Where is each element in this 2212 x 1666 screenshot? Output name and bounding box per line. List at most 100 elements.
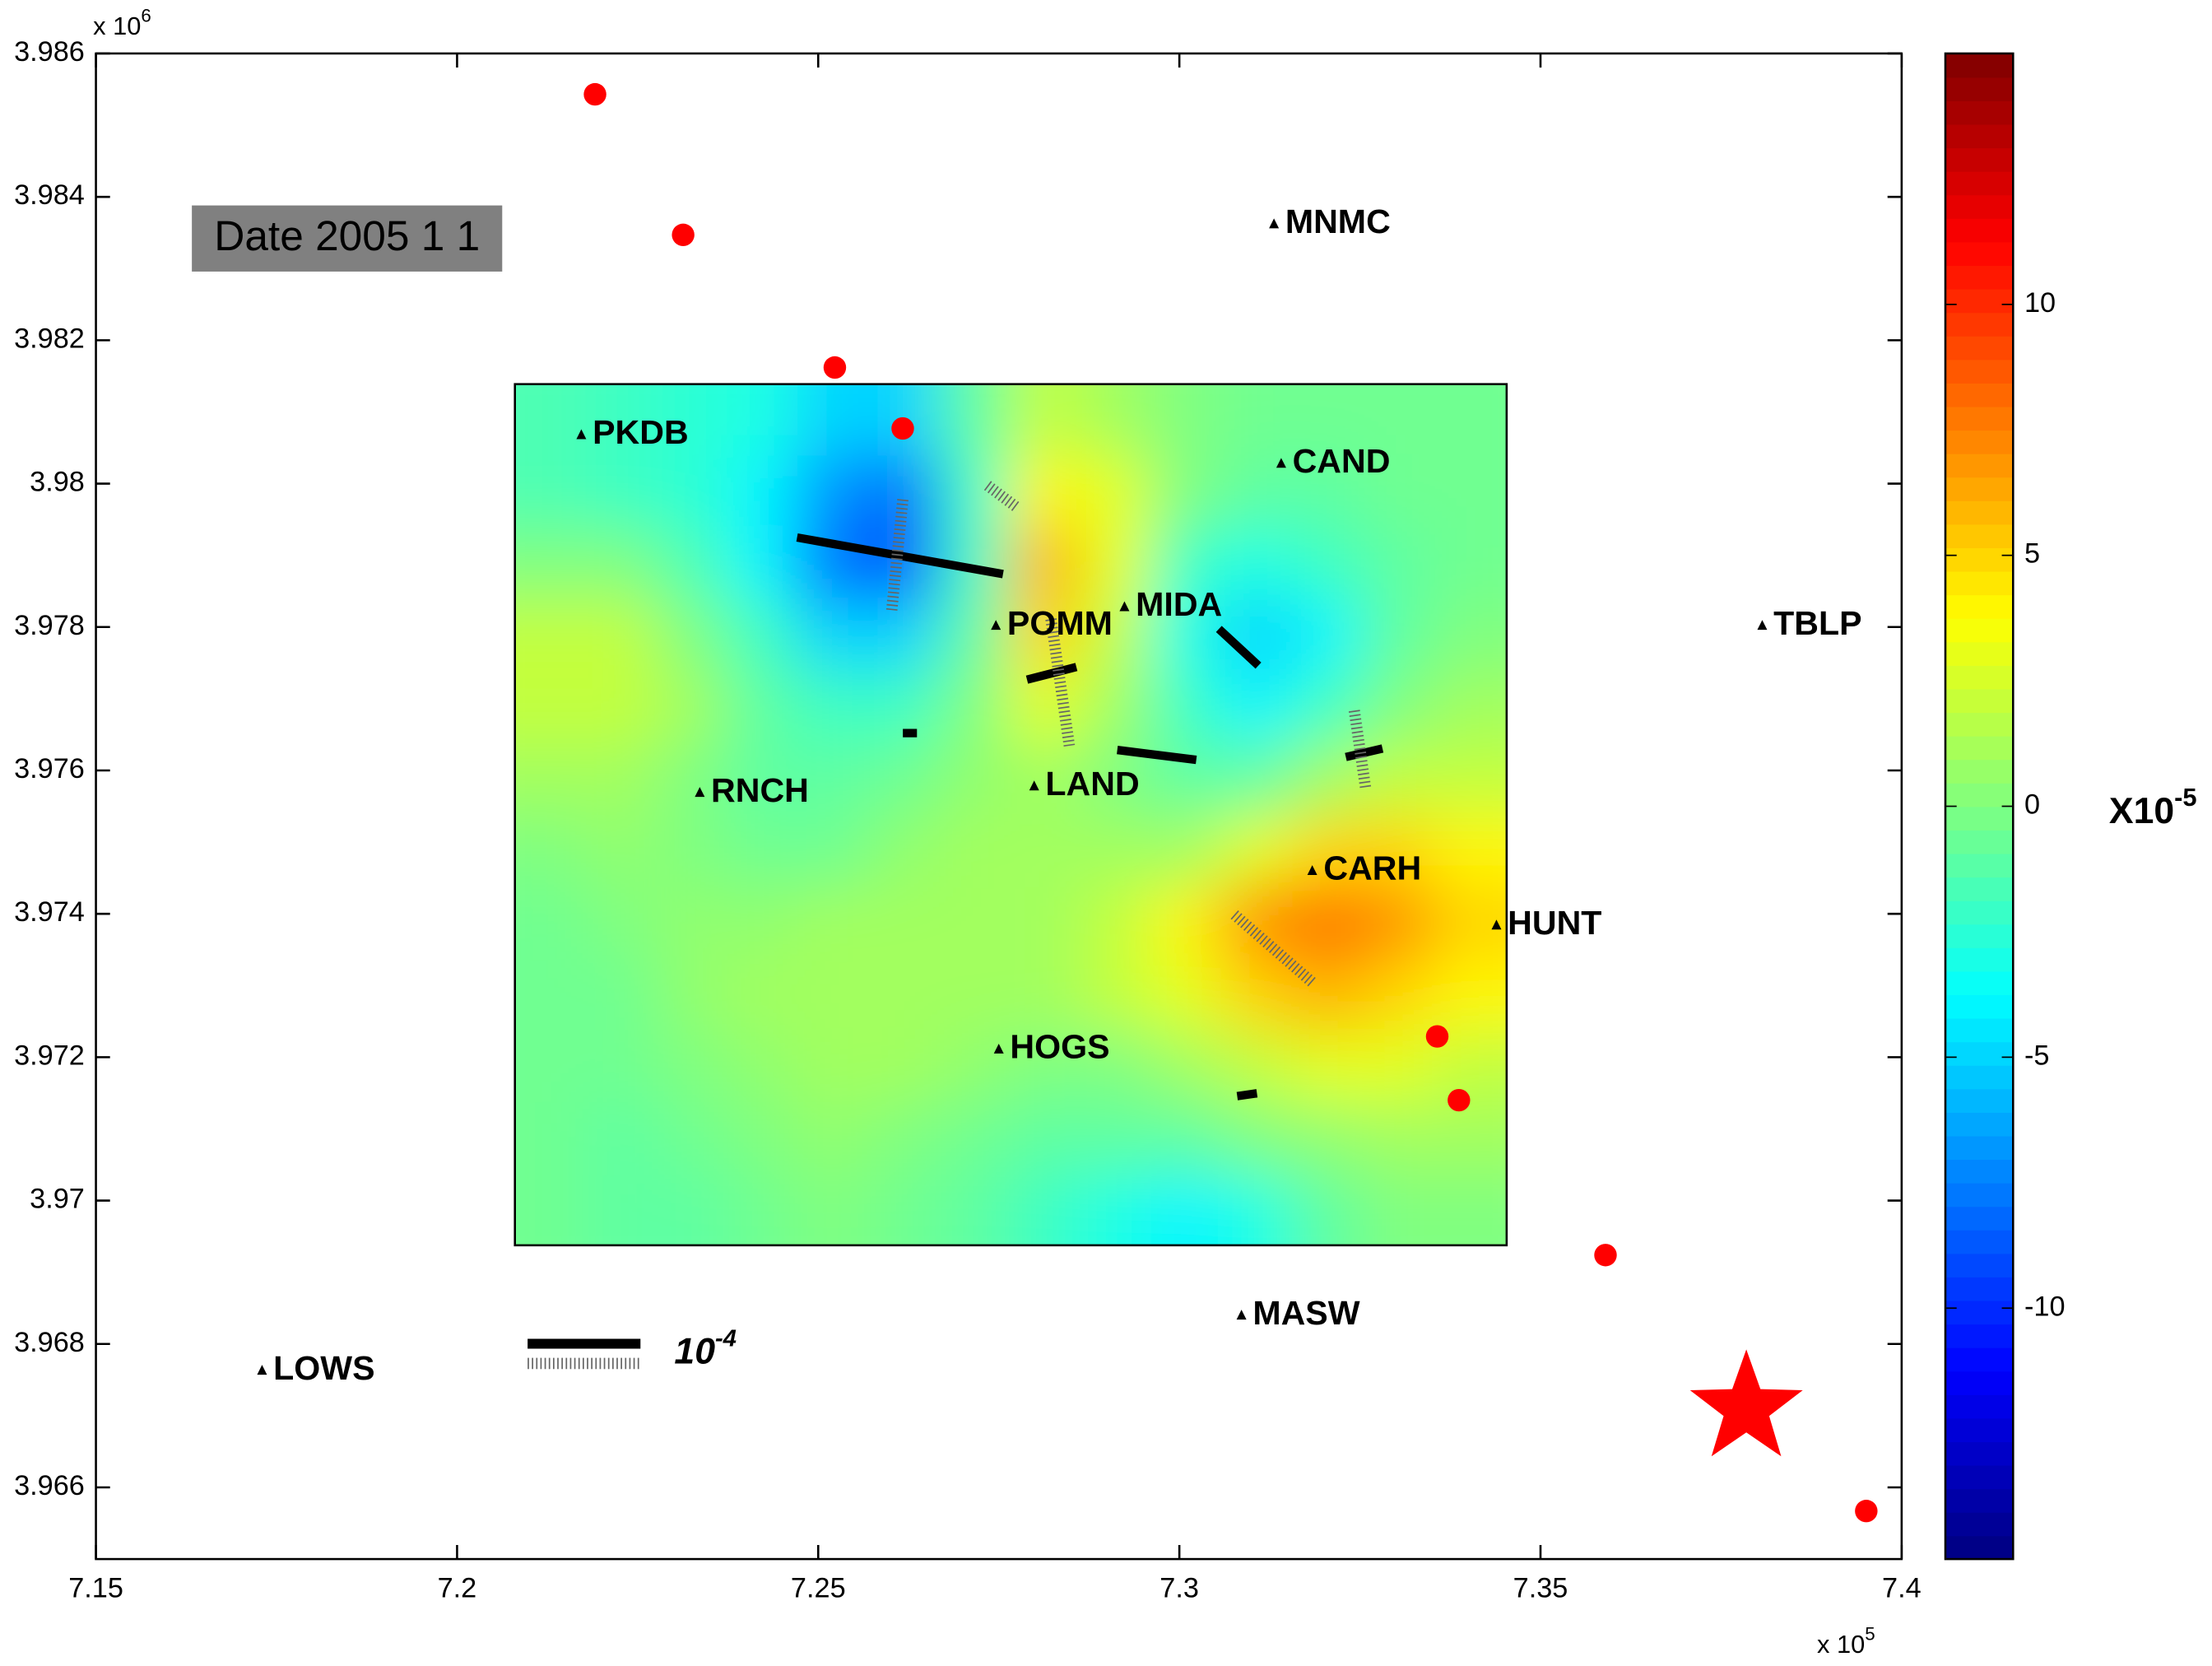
x-tick-label: 7.4: [1882, 1573, 1922, 1604]
colorbar-step: [1945, 477, 2014, 501]
field-cell: [1009, 887, 1080, 960]
field-cell: [514, 1174, 587, 1245]
colorbar-label-exponent: -5: [2174, 783, 2196, 812]
field-cell: [867, 814, 939, 887]
field-cell: [797, 887, 869, 960]
field-cell: [797, 1030, 869, 1104]
field-cell: [937, 958, 1010, 1031]
event: [1855, 1500, 1878, 1523]
field-cell: [1431, 527, 1507, 600]
field-cell: [1009, 598, 1080, 672]
field-cell: [797, 598, 869, 672]
strain-hatch: [1230, 910, 1316, 987]
field-cell: [1290, 598, 1363, 672]
strain-hatch: [885, 481, 1372, 987]
field-cell: [1361, 527, 1433, 600]
colorbar-tick-label: 10: [2024, 287, 2056, 319]
x-multiplier-base: x 10: [1817, 1630, 1865, 1659]
field-cell: [867, 1174, 939, 1245]
scale-label: 10-4: [674, 1325, 736, 1371]
colorbar: [1945, 53, 2014, 1560]
field-cell: [1150, 455, 1221, 528]
station-label: PKDB: [592, 413, 689, 451]
colorbar-step: [1945, 688, 2014, 714]
field-cell: [1431, 1102, 1507, 1175]
field-cell: [1361, 384, 1433, 457]
colorbar-step: [1945, 1135, 2014, 1161]
strain-hatch: [983, 481, 1020, 511]
colorbar-step: [1945, 1417, 2014, 1443]
field-cell: [1220, 671, 1292, 744]
field-cell: [514, 527, 587, 600]
field-cell: [1009, 1102, 1080, 1175]
field-cell: [514, 814, 587, 887]
station-marker: [695, 787, 705, 798]
field-cell: [1079, 1174, 1151, 1245]
field-cell: [797, 455, 869, 528]
field-cell: [726, 671, 798, 744]
station-marker: [1029, 780, 1039, 791]
scale-base: 10: [674, 1331, 715, 1371]
x-tick-label: 7.35: [1513, 1573, 1568, 1604]
field-cell: [1290, 958, 1363, 1031]
event: [1448, 1088, 1471, 1112]
y-tick-label: 3.97: [30, 1184, 85, 1215]
station-marker: [993, 1043, 1004, 1054]
field-cell: [797, 1174, 869, 1245]
y-multiplier-base: x 10: [93, 12, 141, 40]
x-tick-label: 7.25: [791, 1573, 846, 1604]
field-cell: [656, 384, 727, 457]
field-cell: [1079, 384, 1151, 457]
field-cell: [1361, 887, 1433, 960]
field-cells: [514, 384, 1507, 1245]
field-cell: [867, 455, 939, 528]
strain-hatch: [885, 499, 908, 613]
colorbar-step: [1945, 782, 2014, 807]
colorbar-step: [1945, 335, 2014, 361]
axes-frame: [95, 52, 1903, 1561]
colorbar-step: [1945, 241, 2014, 267]
field-cell: [797, 958, 869, 1031]
colorbar-step: [1945, 453, 2014, 478]
field-cell: [585, 887, 658, 960]
colorbar-step: [1945, 359, 2014, 384]
field-cell: [1361, 1174, 1433, 1245]
colorbar-step: [1945, 970, 2014, 996]
field-cell: [1220, 384, 1292, 457]
colorbar-step: [1945, 1112, 2014, 1137]
colorbar-step: [1945, 1370, 2014, 1395]
field-cell: [937, 671, 1010, 744]
y-tick-label: 3.974: [14, 896, 85, 928]
y-tick-label: 3.978: [14, 610, 85, 641]
colorbar-step: [1945, 218, 2014, 243]
field-cell: [937, 384, 1010, 457]
colorbar-step: [1945, 288, 2014, 314]
field-cell: [1431, 958, 1507, 1031]
field-cell: [585, 1102, 658, 1175]
station-label: LAND: [1045, 765, 1139, 803]
strain-bar: [1025, 663, 1078, 684]
station-marker: [1236, 1310, 1247, 1320]
field-cell: [656, 671, 727, 744]
field-cell: [1361, 1030, 1433, 1104]
field-cell: [585, 1030, 658, 1104]
station-marker: [991, 620, 1001, 631]
colorbar-step: [1945, 1017, 2014, 1043]
field-cell: [1220, 1174, 1292, 1245]
field-cell: [726, 527, 798, 600]
field-cell: [1009, 455, 1080, 528]
field-cell: [726, 887, 798, 960]
colorbar-step: [1945, 1464, 2014, 1490]
field-cell: [726, 814, 798, 887]
field-cell: [1150, 1030, 1221, 1104]
field-cell: [1009, 1174, 1080, 1245]
field-cell: [1150, 814, 1221, 887]
field-cell: [585, 455, 658, 528]
field-cell: [514, 384, 587, 457]
field-cell: [1431, 384, 1507, 457]
colorbar-step: [1945, 100, 2014, 125]
colorbar-step: [1945, 1394, 2014, 1419]
event: [672, 223, 695, 247]
colorbar-step: [1945, 877, 2014, 901]
field-cell: [1431, 598, 1507, 672]
